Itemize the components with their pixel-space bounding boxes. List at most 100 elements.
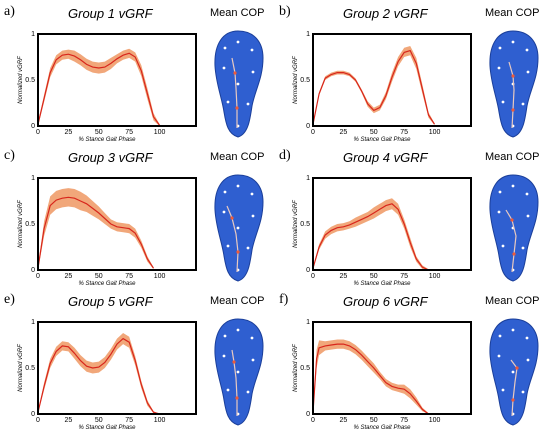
sensor-dot xyxy=(226,100,230,104)
insole-cop-diagram xyxy=(489,30,539,138)
chart-title: Group 3 vGRF xyxy=(68,150,153,165)
y-axis-label: Normalized vGRF xyxy=(293,56,299,104)
mean-vgrf-line xyxy=(37,52,160,126)
chart-title: Group 2 vGRF xyxy=(343,6,428,21)
chart-title: Group 5 vGRF xyxy=(68,294,153,309)
mean-vgrf-line xyxy=(37,196,155,269)
panel-letter: c) xyxy=(4,148,15,163)
insole-cop-diagram xyxy=(214,318,264,426)
x-tick-label: 50 xyxy=(370,417,378,424)
x-tick-label: 100 xyxy=(154,129,166,136)
sensor-dot xyxy=(236,226,240,230)
sensor-dot xyxy=(497,210,501,214)
panel-letter: b) xyxy=(279,4,291,19)
sensor-dot xyxy=(246,246,250,250)
x-axis-label: % Stance Gait Phase xyxy=(78,281,136,287)
vgrf-chart: 0 25 50 75 100 0 0.5 1 % Stance Gait Phase Normal… xyxy=(293,319,472,431)
plot-frame xyxy=(312,321,472,415)
vgrf-chart: 0 25 50 75 100 0 0.5 1 % Stance Gait Phase Normal… xyxy=(293,175,472,287)
x-tick-label: 50 xyxy=(370,129,378,136)
sensor-dot xyxy=(251,70,255,74)
x-tick-label: 0 xyxy=(36,417,40,424)
vgrf-chart: 0 25 50 75 100 0 0.5 1 % Stance Gait Phase Normal… xyxy=(18,31,197,143)
sd-band xyxy=(313,198,429,270)
sensor-dot xyxy=(511,40,515,44)
x-tick-label: 50 xyxy=(95,417,103,424)
sensor-dot xyxy=(498,334,502,338)
x-tick-label: 50 xyxy=(95,129,103,136)
cop-point xyxy=(232,360,236,364)
y-tick-label: 0 xyxy=(306,411,310,418)
plot-frame xyxy=(37,33,197,127)
x-tick-label: 75 xyxy=(125,129,133,136)
sensor-dot xyxy=(501,244,505,248)
sensor-dot xyxy=(521,390,525,394)
plot-frame xyxy=(312,33,472,127)
mean-cop-title: Mean COP xyxy=(485,295,540,307)
cop-point xyxy=(236,250,240,254)
x-tick-label: 75 xyxy=(400,417,408,424)
sensor-dot xyxy=(251,214,255,218)
y-axis-label: Normalized vGRF xyxy=(18,344,24,392)
sensor-dot xyxy=(525,336,529,340)
sensor-dot xyxy=(236,184,240,188)
mean-vgrf-line xyxy=(37,337,160,415)
x-tick-label: 100 xyxy=(429,129,441,136)
y-tick-label: 0 xyxy=(31,123,35,130)
sd-band xyxy=(38,48,160,127)
cop-point xyxy=(511,398,515,402)
y-tick-label: 1 xyxy=(306,31,310,38)
cop-point xyxy=(511,74,515,78)
cop-trajectory xyxy=(505,209,517,273)
y-tick-label: 0 xyxy=(31,411,35,418)
x-axis-label: % Stance Gait Phase xyxy=(78,425,136,431)
panel-2: b) Group 2 vGRF Mean COP 0 25 50 75 100 0 0.5 1 % S… xyxy=(275,0,550,144)
x-tick-label: 25 xyxy=(64,129,72,136)
x-axis-label: % Stance Gait Phase xyxy=(78,137,136,143)
x-tick-label: 25 xyxy=(64,273,72,280)
x-tick-label: 100 xyxy=(154,273,166,280)
vgrf-chart: 0 25 50 75 100 0 0.5 1 % Stance Gait Phase Normal… xyxy=(18,175,197,287)
panel-1: a) Group 1 vGRF Mean COP 0 25 50 75 100 0 0.5 1 % S… xyxy=(0,0,275,144)
sensor-dot xyxy=(223,334,227,338)
x-tick-label: 100 xyxy=(429,273,441,280)
cop-point xyxy=(510,218,514,222)
insole-cop-diagram xyxy=(489,318,539,426)
sensor-dot xyxy=(525,48,529,52)
y-tick-label: 0.5 xyxy=(25,77,35,84)
plot-frame xyxy=(312,177,472,271)
sensor-dot xyxy=(521,246,525,250)
x-tick-label: 75 xyxy=(125,273,133,280)
chart-title: Group 4 vGRF xyxy=(343,150,428,165)
cop-trajectory xyxy=(231,57,238,128)
sensor-dot xyxy=(526,358,530,362)
x-tick-label: 50 xyxy=(370,273,378,280)
panel-3: c) Group 3 vGRF Mean COP 0 25 50 75 100 0 0.5 1 % S… xyxy=(0,144,275,288)
x-tick-label: 0 xyxy=(36,273,40,280)
cop-point xyxy=(235,106,239,110)
cop-point xyxy=(515,366,519,370)
sensor-dot xyxy=(511,328,515,332)
sensor-dot xyxy=(226,244,230,248)
y-tick-label: 0.5 xyxy=(300,77,310,84)
insole-cop-diagram xyxy=(214,30,264,138)
y-tick-label: 0.5 xyxy=(25,221,35,228)
y-axis-label: Normalized vGRF xyxy=(293,200,299,248)
x-tick-label: 25 xyxy=(339,273,347,280)
y-tick-label: 1 xyxy=(31,175,35,182)
cop-point xyxy=(512,252,516,256)
x-tick-label: 75 xyxy=(125,417,133,424)
sensor-dot xyxy=(222,210,226,214)
sensor-dot xyxy=(236,40,240,44)
y-axis-label: Normalized vGRF xyxy=(18,56,24,104)
insole-cop-diagram xyxy=(489,174,539,282)
sd-band xyxy=(313,339,429,414)
insole-cop-diagram xyxy=(214,174,264,282)
x-tick-label: 0 xyxy=(311,273,315,280)
y-axis-label: Normalized vGRF xyxy=(293,344,299,392)
sensor-dot xyxy=(501,388,505,392)
sensor-dot xyxy=(222,66,226,70)
cop-point xyxy=(230,216,234,220)
panel-4: d) Group 4 vGRF Mean COP 0 25 50 75 100 0 0.5 1 % S… xyxy=(275,144,550,288)
chart-title: Group 1 vGRF xyxy=(68,6,153,21)
